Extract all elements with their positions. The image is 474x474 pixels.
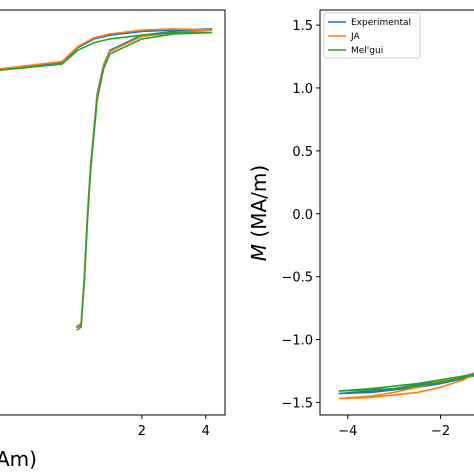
- left-series-lines: [0, 28, 213, 331]
- legend-box: [323, 12, 421, 59]
- right-x-tick-label-0: −4: [338, 424, 357, 439]
- right-panel: 1.5 1.0 0.5 0.0 −0.5 −1.0 −1.5 −4 −2 M (MA/m) E…: [247, 9, 474, 439]
- right-y-tick-label-0: 1.5: [292, 19, 313, 34]
- right-x-ticks: −4 −2: [338, 415, 450, 439]
- right-y-tick-label-4: −0.5: [281, 271, 313, 286]
- legend-label-ja: JA: [350, 32, 360, 42]
- right-series-lines: [338, 372, 474, 400]
- right-y-tick-label-1: 1.0: [292, 82, 313, 97]
- left-series-line-1: [0, 28, 213, 327]
- left-x-axis-label: Am): [0, 447, 37, 471]
- right-x-tick-label-1: −2: [431, 424, 450, 439]
- right-y-tick-label-3: 0.0: [292, 208, 313, 223]
- left-x-tick-label-1: 4: [202, 424, 210, 439]
- left-series-line-2: [0, 31, 213, 331]
- right-axes-frame: [319, 9, 474, 416]
- right-series-line-1: [338, 372, 474, 400]
- legend-label-melgui: Mel'gui: [351, 46, 383, 56]
- right-y-axis-label-symbol: M: [247, 244, 271, 261]
- left-series-line-0: [0, 28, 213, 328]
- left-axes-frame: [0, 9, 226, 416]
- legend: Experimental JA Mel'gui: [323, 12, 421, 59]
- right-series-line-2: [338, 373, 474, 392]
- right-y-tick-label-6: −1.5: [281, 396, 313, 411]
- left-x-tick-label-0: 2: [138, 424, 146, 439]
- legend-label-experimental: Experimental: [351, 18, 411, 28]
- right-y-axis-label-unit: (MA/m): [247, 165, 271, 244]
- right-y-tick-label-2: 0.5: [292, 145, 313, 160]
- right-y-ticks: 1.5 1.0 0.5 0.0 −0.5 −1.0 −1.5: [281, 19, 320, 411]
- right-y-axis-label: M (MA/m): [247, 165, 271, 261]
- right-y-tick-label-5: −1.0: [281, 334, 313, 349]
